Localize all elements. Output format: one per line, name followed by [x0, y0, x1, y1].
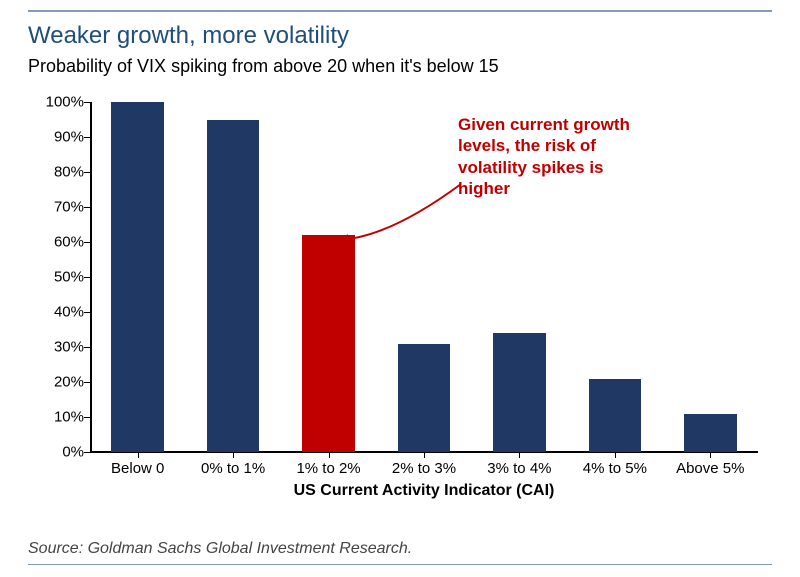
x-tick-label: 1% to 2% [281, 460, 376, 477]
x-tick-mark [424, 452, 425, 458]
x-tick-mark [710, 452, 711, 458]
x-tick-mark [519, 452, 520, 458]
x-tick-label: 3% to 4% [472, 460, 567, 477]
bottom-rule [28, 564, 772, 565]
x-tick-label: 4% to 5% [567, 460, 662, 477]
x-axis-title: US Current Activity Indicator (CAI) [90, 482, 758, 500]
chart-title: Weaker growth, more volatility [28, 22, 349, 50]
x-tick-mark [615, 452, 616, 458]
x-tick-mark [138, 452, 139, 458]
source-attribution: Source: Goldman Sachs Global Investment … [28, 540, 412, 558]
x-tick-mark [233, 452, 234, 458]
top-rule [28, 10, 772, 12]
x-tick-label: 2% to 3% [376, 460, 471, 477]
x-tick-label: 0% to 1% [185, 460, 280, 477]
x-tick-label: Above 5% [663, 460, 758, 477]
y-tick-mark [84, 452, 90, 453]
bar-chart: 0%10%20%30%40%50%60%70%80%90%100%Below 0… [28, 88, 772, 528]
x-tick-mark [329, 452, 330, 458]
page: Weaker growth, more volatility Probabili… [0, 0, 800, 577]
x-tick-label: Below 0 [90, 460, 185, 477]
chart-subtitle: Probability of VIX spiking from above 20… [28, 56, 499, 77]
annotation-arrow [28, 88, 758, 452]
